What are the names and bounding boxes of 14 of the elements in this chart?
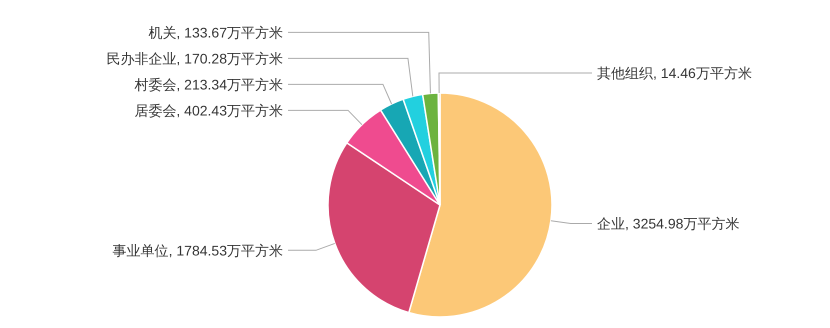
data-label: , 14.46万平方米 — [653, 65, 752, 82]
data-label: , 402.43万平方米 — [176, 102, 283, 118]
slice-label: 机关 — [148, 24, 176, 40]
data-label: , 170.28万平方米 — [176, 50, 283, 66]
slice-label: 其他组织 — [597, 65, 653, 82]
data-label: , 1784.53万平方米 — [168, 242, 283, 258]
data-label: , 3254.98万平方米 — [625, 216, 740, 232]
data-label: , 133.67万平方米 — [176, 24, 283, 40]
slice-label: 居委会 — [134, 102, 176, 118]
data-label: , 213.34万平方米 — [176, 76, 283, 92]
slice-label: 民办非企业 — [106, 50, 176, 66]
slice-label: 村委会 — [133, 76, 176, 92]
slice-label: 企业 — [597, 216, 625, 232]
slice-label: 事业单位 — [112, 242, 169, 258]
